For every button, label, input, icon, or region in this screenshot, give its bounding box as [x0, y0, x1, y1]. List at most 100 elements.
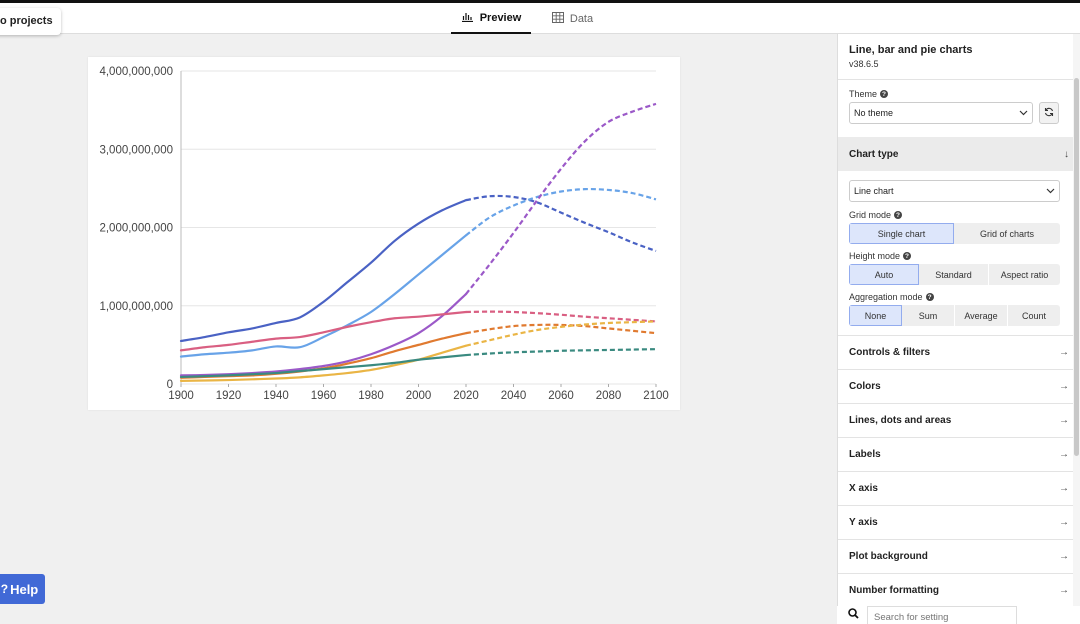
arrow-right-icon: →: [1059, 449, 1069, 460]
series-line-historical: [179, 332, 468, 379]
x-tick-label: 2100: [643, 390, 669, 402]
arrow-right-icon: →: [1059, 517, 1069, 528]
chart-type-select[interactable]: Line chart: [849, 180, 1060, 202]
series-line-historical: [179, 310, 468, 352]
x-tick-label: 1920: [216, 390, 242, 402]
section-labels[interactable]: Labels →: [838, 437, 1080, 471]
theme-select[interactable]: No theme: [849, 102, 1033, 124]
tab-preview-label: Preview: [479, 11, 522, 24]
chart-card: 0 1,000,000,000 2,000,000,000 3,000,000,000…: [88, 57, 680, 410]
section-y-axis[interactable]: Y axis →: [838, 505, 1080, 539]
chevron-down-icon: [1046, 186, 1055, 196]
theme-row: No theme: [849, 102, 1069, 124]
arrow-down-icon: ↓: [1064, 148, 1069, 160]
line-chart: 0 1,000,000,000 2,000,000,000 3,000,000,000…: [99, 66, 669, 402]
theme-label: Theme: [849, 89, 878, 99]
settings-panel: Line, bar and pie charts v38.6.5 Theme ?…: [837, 34, 1080, 624]
arrow-right-icon: →: [1059, 483, 1069, 494]
x-tick-label: 1980: [358, 390, 384, 402]
arrow-right-icon: →: [1059, 415, 1069, 426]
x-tick-label: 2040: [501, 390, 527, 402]
x-tick-label: 1900: [168, 390, 194, 402]
refresh-icon: [1044, 104, 1054, 122]
grid-mode-grid-of-charts[interactable]: Grid of charts: [954, 223, 1060, 244]
series-line-historical: [179, 292, 468, 377]
series-line-projection: [465, 320, 657, 347]
section-label: X axis: [849, 483, 878, 494]
section-number-formatting[interactable]: Number formatting →: [838, 573, 1080, 607]
refresh-theme-button[interactable]: [1039, 102, 1059, 124]
series-line-projection: [465, 102, 657, 295]
section-label: Number formatting: [849, 585, 939, 596]
tab-data[interactable]: Data: [545, 3, 600, 34]
grid-mode-single-chart[interactable]: Single chart: [849, 223, 954, 244]
help-circle-icon[interactable]: ?: [880, 90, 889, 98]
height-mode-standard[interactable]: Standard: [919, 264, 989, 285]
arrow-right-icon: →: [1059, 551, 1069, 562]
help-circle-icon[interactable]: ?: [894, 211, 903, 219]
bar-chart-icon: [461, 11, 474, 25]
grid-mode-label-row: Grid mode ?: [849, 210, 1069, 220]
aggregation-toggle: None Sum Average Count: [849, 305, 1060, 326]
x-tick-label: 2060: [548, 390, 574, 402]
panel-scrollbar-thumb[interactable]: [1074, 78, 1079, 456]
aggregation-label: Aggregation mode: [849, 292, 923, 302]
panel-scrollbar[interactable]: [1073, 34, 1080, 606]
section-lines-dots-areas[interactable]: Lines, dots and areas →: [838, 403, 1080, 437]
theme-section: Theme ? No theme: [838, 80, 1080, 137]
arrow-right-icon: →: [1059, 585, 1069, 596]
help-circle-icon[interactable]: ?: [903, 252, 912, 260]
series-line-projection: [465, 323, 657, 335]
help-circle-icon[interactable]: ?: [925, 293, 934, 301]
aggregation-count[interactable]: Count: [1008, 305, 1060, 326]
y-tick-label: 1,000,000,000: [99, 301, 173, 313]
section-label: Labels: [849, 449, 881, 460]
height-mode-label-row: Height mode ?: [849, 251, 1069, 261]
table-icon: [551, 11, 564, 26]
y-tick-label: 4,000,000,000: [99, 66, 173, 78]
section-x-axis[interactable]: X axis →: [838, 471, 1080, 505]
aggregation-sum[interactable]: Sum: [902, 305, 955, 326]
section-plot-background[interactable]: Plot background →: [838, 539, 1080, 573]
y-tick-label: 3,000,000,000: [99, 144, 173, 156]
chevron-down-icon: [1019, 108, 1028, 118]
top-border: [0, 0, 1080, 3]
section-label: Lines, dots and areas: [849, 415, 952, 426]
height-mode-aspect-ratio[interactable]: Aspect ratio: [989, 264, 1060, 285]
grid-mode-label: Grid mode: [849, 210, 892, 220]
x-tick-label: 1940: [263, 390, 289, 402]
help-button[interactable]: ? Help: [0, 574, 45, 604]
height-mode-label: Height mode: [849, 251, 901, 261]
chart-type-section: Line chart Grid mode ? Single chart Grid…: [838, 171, 1080, 335]
chart-type-header-label: Chart type: [849, 148, 899, 160]
question-icon: ?: [0, 582, 9, 596]
x-tick-label: 2000: [406, 390, 432, 402]
chart-type-section-header[interactable]: Chart type ↓: [838, 137, 1080, 171]
aggregation-none[interactable]: None: [849, 305, 902, 326]
height-mode-auto[interactable]: Auto: [849, 264, 919, 285]
panel-header: Line, bar and pie charts v38.6.5: [838, 34, 1080, 80]
theme-select-value: No theme: [854, 108, 894, 118]
aggregation-label-row: Aggregation mode ?: [849, 292, 1069, 302]
height-mode-toggle: Auto Standard Aspect ratio: [849, 264, 1060, 285]
tab-preview[interactable]: Preview: [451, 3, 531, 34]
x-tick-label: 2080: [596, 390, 622, 402]
search-icon: [848, 606, 859, 624]
projects-button[interactable]: o projects: [0, 8, 61, 35]
series-line-historical: [179, 199, 468, 343]
aggregation-average[interactable]: Average: [955, 305, 1008, 326]
help-label: Help: [10, 581, 39, 597]
section-label: Y axis: [849, 517, 878, 528]
arrow-right-icon: →: [1059, 347, 1069, 358]
section-controls-filters[interactable]: Controls & filters →: [838, 335, 1080, 369]
setting-search-input[interactable]: [867, 606, 1017, 624]
series-line-projection: [465, 187, 657, 237]
y-tick-label: 0: [167, 379, 173, 391]
x-tick-label: 2020: [453, 390, 479, 402]
theme-label-row: Theme ?: [849, 89, 1069, 99]
section-colors[interactable]: Colors →: [838, 369, 1080, 403]
series-line-historical: [179, 234, 468, 358]
section-label: Plot background: [849, 551, 928, 562]
setting-search-bar: [837, 606, 1080, 624]
top-bar: [0, 3, 1080, 34]
